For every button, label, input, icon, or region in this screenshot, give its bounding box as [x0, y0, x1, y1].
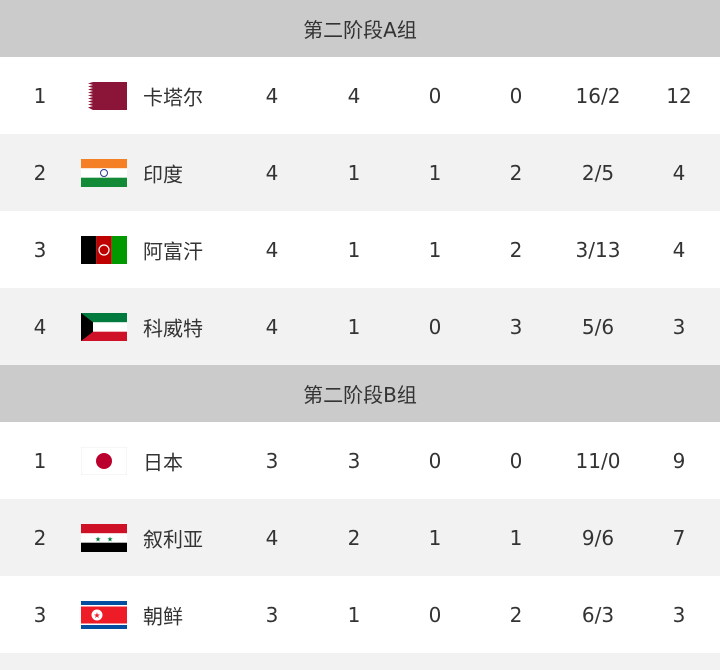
table-row[interactable]: 3 3 1 0 2 6/3 3 ★ 朝鲜	[0, 576, 720, 653]
points-cell: 9	[672, 448, 686, 473]
won-cell: 1	[347, 237, 361, 262]
table-row[interactable]: 4 4 1 0 3 5/6 3 科威特	[0, 288, 720, 365]
drawn-cell: 0	[428, 602, 442, 627]
won-cell: 4	[347, 83, 361, 108]
goals-cell: 11/0	[575, 448, 621, 473]
rank-cell: 1	[33, 83, 47, 108]
table-row[interactable]: 1 4 4 0 0 16/2 12 卡塔尔	[0, 57, 720, 134]
lost-cell: 0	[509, 83, 523, 108]
rank-cell: 4	[33, 314, 47, 339]
won-cell: 3	[347, 448, 361, 473]
played-cell: 4	[265, 237, 279, 262]
japan-flag-icon	[80, 446, 128, 475]
table-row[interactable]: 2 4 2 1 1 9/6 7 ★ ★ 叙利亚	[0, 499, 720, 576]
rank-cell: 2	[33, 160, 47, 185]
lost-cell: 2	[509, 237, 523, 262]
next-row-partial	[0, 653, 720, 670]
goals-cell: 16/2	[575, 83, 621, 108]
drawn-cell: 0	[428, 314, 442, 339]
goals-cell: 3/13	[575, 237, 621, 262]
won-cell: 2	[347, 525, 361, 550]
rank-cell: 2	[33, 525, 47, 550]
team-name: 朝鲜	[143, 604, 183, 628]
syria-flag-icon: ★ ★	[81, 523, 127, 552]
points-cell: 4	[672, 160, 686, 185]
team-name: 日本	[143, 450, 183, 474]
points-cell: 7	[672, 525, 686, 550]
won-cell: 1	[347, 602, 361, 627]
played-cell: 3	[265, 448, 279, 473]
team-name: 科威特	[143, 316, 203, 340]
table-row[interactable]: 1 3 3 0 0 11/0 9 日本	[0, 422, 720, 499]
drawn-cell: 0	[428, 448, 442, 473]
india-flag-icon	[81, 158, 127, 187]
played-cell: 4	[265, 160, 279, 185]
qatar-flag-icon	[81, 81, 127, 110]
lost-cell: 1	[509, 525, 523, 550]
lost-cell: 0	[509, 448, 523, 473]
played-cell: 4	[265, 525, 279, 550]
points-cell: 3	[672, 602, 686, 627]
team-name: 叙利亚	[143, 527, 203, 551]
drawn-cell: 1	[428, 237, 442, 262]
group-header: 第二阶段B组	[0, 365, 720, 422]
kuwait-flag-icon	[81, 312, 127, 341]
points-cell: 12	[666, 83, 692, 108]
goals-cell: 9/6	[581, 525, 615, 550]
lost-cell: 2	[509, 602, 523, 627]
points-cell: 4	[672, 237, 686, 262]
goals-cell: 2/5	[581, 160, 615, 185]
drawn-cell: 0	[428, 83, 442, 108]
svg-text:★: ★	[95, 535, 101, 543]
group-header: 第二阶段A组	[0, 0, 720, 57]
won-cell: 1	[347, 314, 361, 339]
svg-text:★: ★	[93, 611, 100, 620]
drawn-cell: 1	[428, 525, 442, 550]
goals-cell: 6/3	[581, 602, 615, 627]
svg-text:★: ★	[107, 535, 113, 543]
table-row[interactable]: 3 4 1 1 2 3/13 4 阿富汗	[0, 211, 720, 288]
team-name: 卡塔尔	[143, 85, 203, 109]
lost-cell: 3	[509, 314, 523, 339]
rank-cell: 3	[33, 237, 47, 262]
played-cell: 3	[265, 602, 279, 627]
north-korea-flag-icon: ★	[81, 600, 127, 629]
afghanistan-flag-icon	[81, 235, 127, 264]
team-name: 阿富汗	[143, 239, 203, 263]
rank-cell: 3	[33, 602, 47, 627]
played-cell: 4	[265, 314, 279, 339]
drawn-cell: 1	[428, 160, 442, 185]
team-name: 印度	[143, 162, 183, 186]
table-row[interactable]: 2 4 1 1 2 2/5 4 印度	[0, 134, 720, 211]
won-cell: 1	[347, 160, 361, 185]
points-cell: 3	[672, 314, 686, 339]
played-cell: 4	[265, 83, 279, 108]
goals-cell: 5/6	[581, 314, 615, 339]
rank-cell: 1	[33, 448, 47, 473]
lost-cell: 2	[509, 160, 523, 185]
